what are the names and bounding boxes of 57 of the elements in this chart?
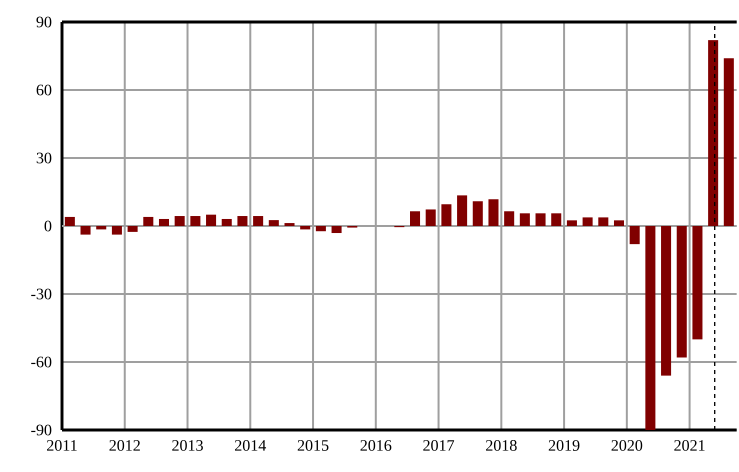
bar [645,226,656,430]
bar [708,40,718,226]
bar [410,211,420,226]
bar [268,220,279,226]
bar [143,216,154,226]
bar [300,226,310,230]
y-tick-label: -30 [31,288,52,300]
x-tick-label: 2016 [360,440,392,451]
bar [566,220,577,226]
y-tick-label: 0 [44,220,52,232]
bar [472,201,483,226]
bar [661,226,672,376]
bar [441,204,452,226]
bar [426,209,436,226]
x-tick-label: 2017 [423,440,454,451]
bar [536,213,546,226]
bar [551,213,562,226]
bar [692,226,702,340]
bar [222,218,232,226]
bar [190,216,200,226]
x-tick-label: 2018 [486,440,517,451]
y-tick-label: 60 [36,84,52,96]
y-tick-label: -60 [31,356,52,368]
bar [676,226,687,358]
bar [582,217,593,226]
bar [112,226,122,235]
bar [488,199,498,226]
bar [96,226,106,230]
bar [128,226,138,232]
bar [724,58,734,226]
x-tick-label: 2019 [548,440,580,451]
x-tick-label: 2021 [674,440,705,451]
bar [316,226,326,232]
bar [332,226,342,234]
bar [174,216,185,226]
x-tick-label: 2014 [234,440,266,451]
bar [64,216,75,226]
bar [457,195,468,226]
bar [520,213,530,226]
bar [598,217,608,226]
bar [630,226,640,244]
bar [504,211,514,226]
y-tick-label: 90 [36,16,52,28]
x-tick-label: 2020 [612,440,642,451]
y-tick-label: 30 [36,152,52,164]
x-tick-label: 2011 [47,440,77,451]
bar [158,218,170,226]
bar [253,216,264,226]
x-tick-label: 2012 [109,440,140,451]
bar [80,226,91,235]
bar [614,220,624,226]
x-tick-label: 2013 [172,440,203,451]
bar [284,223,295,226]
bar [237,216,248,226]
bar [206,214,216,226]
x-tick-label: 2015 [298,440,328,451]
y-tick-label: -90 [31,424,52,436]
